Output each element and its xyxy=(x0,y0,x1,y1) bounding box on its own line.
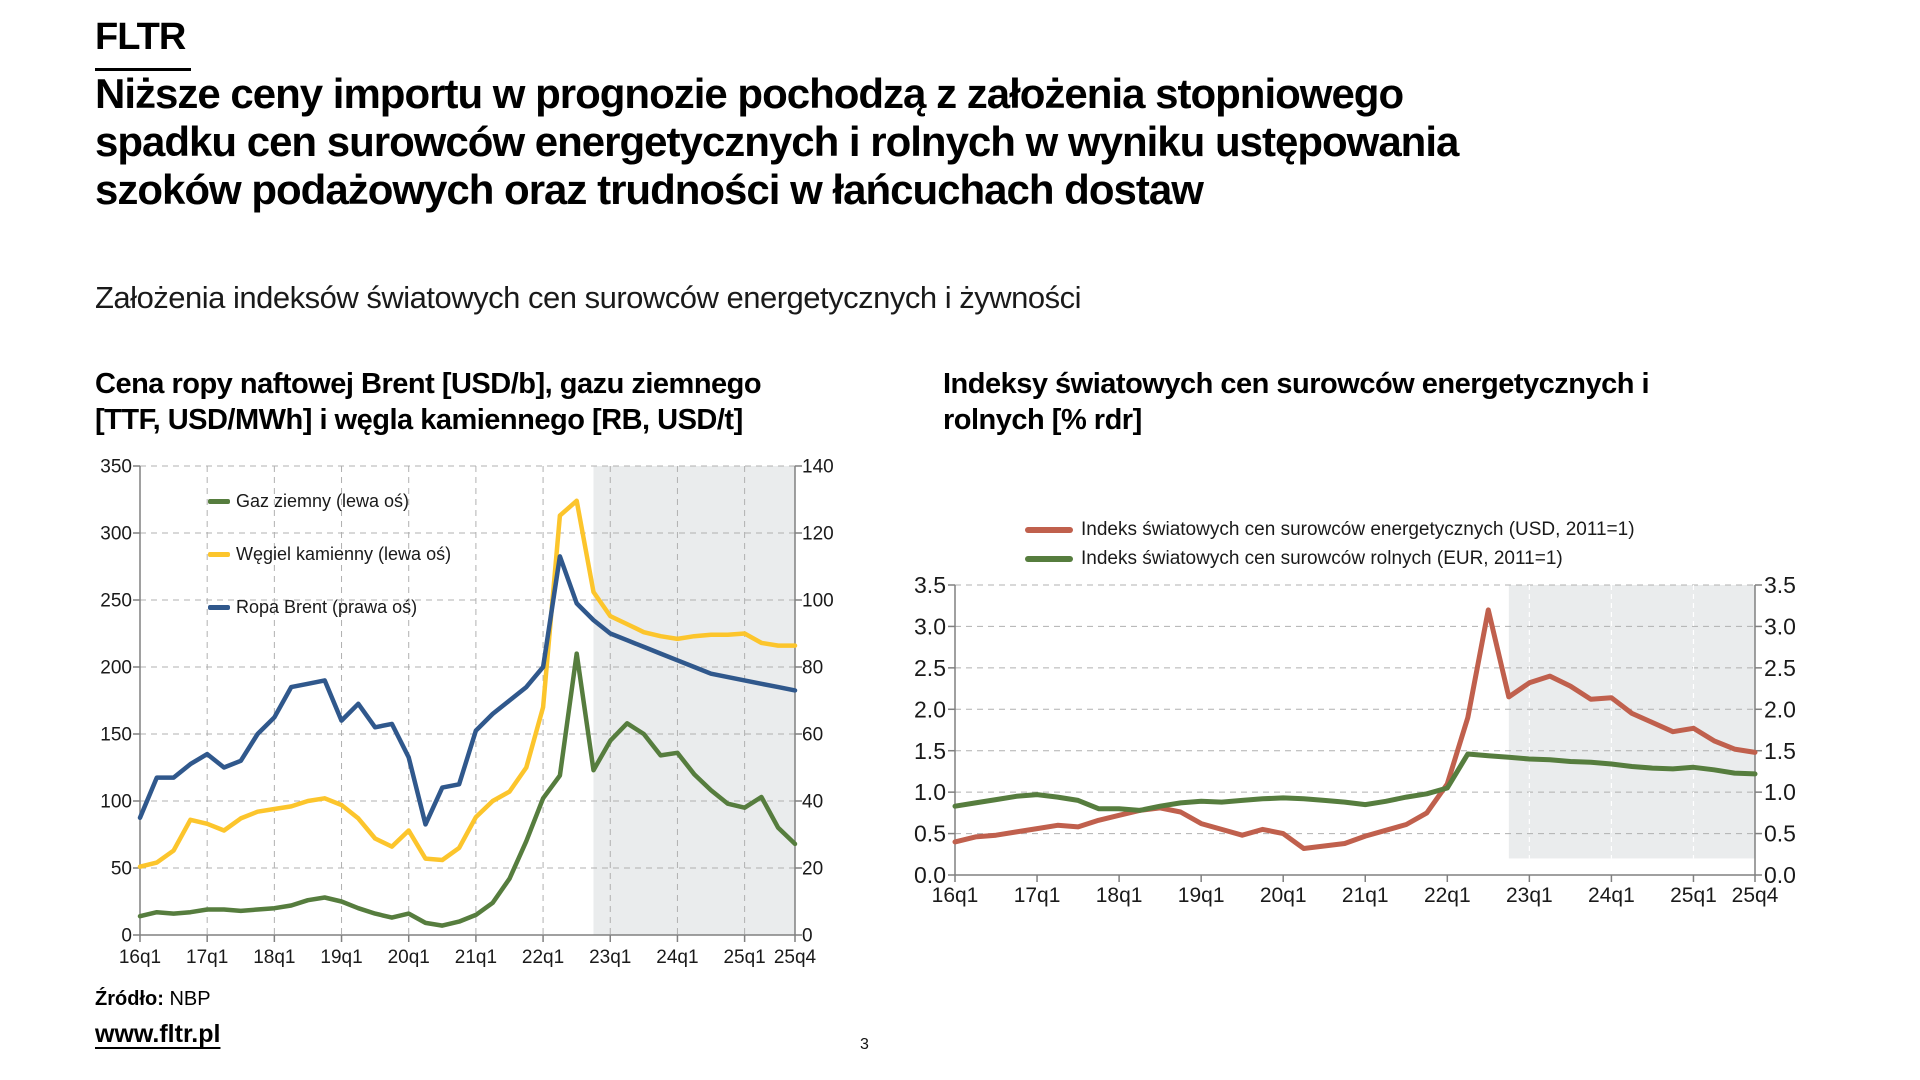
y-axis-label-right: 140 xyxy=(802,457,834,478)
series-line-indeks-rolny xyxy=(952,751,1758,813)
indeks-energetyczny-line-swatch xyxy=(1025,527,1073,533)
legend-item-wegiel-kamienny: Węgiel kamienny (lewa oś) xyxy=(208,544,451,565)
x-axis-label: 18q1 xyxy=(1096,884,1143,907)
y-axis-label-right: 0 xyxy=(802,926,813,947)
legend-item-indeks-energetyczny: Indeks światowych cen surowców energetyc… xyxy=(1025,519,1635,541)
legend-item-gaz-ziemny: Gaz ziemny (lewa oś) xyxy=(208,491,409,512)
y-axis-label-right: 40 xyxy=(802,792,823,813)
slide-subtitle: Założenia indeksów światowych cen surowc… xyxy=(95,280,1082,315)
series-line-wegiel-kamienny xyxy=(137,498,798,869)
y-axis-label-right: 120 xyxy=(802,524,834,545)
x-axis-label: 23q1 xyxy=(1506,884,1553,907)
y-axis-label-left: 150 xyxy=(100,725,132,746)
right-chart-heading: Indeksy światowych cen surowców energety… xyxy=(943,366,1853,438)
x-axis-label: 18q1 xyxy=(253,947,295,968)
y-axis-label-left: 100 xyxy=(100,792,132,813)
source-value: NBP xyxy=(169,988,211,1010)
x-axis-label: 25q1 xyxy=(723,947,765,968)
x-axis-label: 22q1 xyxy=(522,947,564,968)
x-axis-label: 17q1 xyxy=(1014,884,1061,907)
brand-logo: FLTR xyxy=(95,16,192,71)
y-axis-label-left: 1.5 xyxy=(914,738,946,764)
left-chart-heading-line-1: Cena ropy naftowej Brent [USD/b], gazu z… xyxy=(95,368,762,400)
y-axis-label-right: 0.0 xyxy=(1764,862,1796,888)
y-axis-label-right: 3.0 xyxy=(1764,613,1796,639)
y-axis-label-left: 0.5 xyxy=(914,821,946,847)
x-axis-label: 19q1 xyxy=(1178,884,1225,907)
x-axis-label: 17q1 xyxy=(186,947,228,968)
x-axis-label: 25q4 xyxy=(1732,884,1779,907)
forecast-shading xyxy=(1508,585,1755,859)
left-chart-heading-line-2: [TTF, USD/MWh] i węgla kamiennego [RB, U… xyxy=(95,404,743,436)
legend-label: Indeks światowych cen surowców rolnych (… xyxy=(1081,548,1563,569)
slide-title: Niższe ceny importu w prognozie pochodzą… xyxy=(95,70,1885,214)
legend-item-indeks-rolny: Indeks światowych cen surowców rolnych (… xyxy=(1025,548,1635,570)
x-axis-label: 24q1 xyxy=(656,947,698,968)
y-axis-label-right: 80 xyxy=(802,658,823,679)
x-axis-label: 25q1 xyxy=(1670,884,1717,907)
y-axis-label-left: 3.5 xyxy=(914,572,946,598)
price-indices-chart: Indeks światowych cen surowców energetyc… xyxy=(880,505,1855,925)
y-axis-label-left: 1.0 xyxy=(914,779,946,805)
y-axis-label-left: 0 xyxy=(121,926,132,947)
legend-label: Węgiel kamienny (lewa oś) xyxy=(236,544,452,564)
commodity-prices-chart: 0 50 100 150 200 250 300 350 0 20 40 60 80 100 120 140 1… xyxy=(90,455,850,995)
slide-title-line-1: Niższe ceny importu w prognozie pochodzą… xyxy=(95,70,1404,117)
x-axis-label: 21q1 xyxy=(455,947,497,968)
x-axis-label: 25q4 xyxy=(774,947,817,968)
source-note: Źródło: NBP xyxy=(95,988,211,1011)
forecast-shading xyxy=(593,466,795,935)
price-indices-legend: Indeks światowych cen surowców energetyc… xyxy=(1025,519,1635,570)
y-axis-label-right: 2.0 xyxy=(1764,696,1796,722)
commodity-prices-chart-svg: 0 50 100 150 200 250 300 350 0 20 40 60 80 100 120 140 1… xyxy=(100,457,834,968)
series-line-indeks-energetyczny xyxy=(952,607,1758,851)
y-axis-label-left: 2.0 xyxy=(914,696,946,722)
y-axis-label-right: 2.5 xyxy=(1764,655,1796,681)
indeks-rolny-line-swatch xyxy=(1025,556,1073,562)
legend-label: Indeks światowych cen surowców energetyc… xyxy=(1081,519,1635,540)
y-axis-label-left: 200 xyxy=(100,658,132,679)
x-axis-label: 21q1 xyxy=(1342,884,1389,907)
website-link[interactable]: www.fltr.pl xyxy=(95,1020,221,1048)
x-axis-label: 20q1 xyxy=(388,947,430,968)
x-axis-label: 24q1 xyxy=(1588,884,1635,907)
legend-label: Gaz ziemny (lewa oś) xyxy=(236,491,410,511)
slide-title-line-3: szoków podażowych oraz trudności w łańcu… xyxy=(95,166,1204,213)
y-axis-label-left: 300 xyxy=(100,524,132,545)
legend-label: Ropa Brent (prawa oś) xyxy=(236,597,418,617)
y-axis-label-left: 50 xyxy=(111,859,132,880)
series-line-ropa-brent xyxy=(137,554,798,827)
source-label: Źródło: xyxy=(95,988,164,1010)
legend-item-ropa-brent: Ropa Brent (prawa oś) xyxy=(208,597,417,618)
y-axis-label-right: 60 xyxy=(802,725,823,746)
right-chart-heading-line-1: Indeksy światowych cen surowców energety… xyxy=(943,368,1650,400)
x-axis-label: 19q1 xyxy=(320,947,362,968)
left-chart-heading: Cena ropy naftowej Brent [USD/b], gazu z… xyxy=(95,366,795,438)
y-axis-label-right: 20 xyxy=(802,859,823,880)
wegiel-kamienny-line-swatch xyxy=(208,552,230,557)
y-axis-label-left: 2.5 xyxy=(914,655,946,681)
y-axis-label-right: 0.5 xyxy=(1764,821,1796,847)
y-axis-label-right: 100 xyxy=(802,591,834,612)
y-axis-label-right: 1.0 xyxy=(1764,779,1796,805)
ropa-brent-line-swatch xyxy=(208,605,230,610)
y-axis-label-right: 1.5 xyxy=(1764,738,1796,764)
x-axis-label: 16q1 xyxy=(119,947,161,968)
x-axis-label: 16q1 xyxy=(932,884,979,907)
x-axis-label: 22q1 xyxy=(1424,884,1471,907)
price-indices-chart-svg: 0.0 0.5 1.0 1.5 2.0 2.5 3.0 3.5 0.0 0.5 1.0 1.5 2.0 2… xyxy=(914,572,1796,907)
right-chart-heading-line-2: rolnych [% rdr] xyxy=(943,404,1142,436)
y-axis-label-left: 0.0 xyxy=(914,862,946,888)
slide-title-line-2: spadku cen surowców energetycznych i rol… xyxy=(95,118,1459,165)
y-axis-label-left: 3.0 xyxy=(914,613,946,639)
x-axis-label: 23q1 xyxy=(589,947,631,968)
gaz-ziemny-line-swatch xyxy=(208,499,230,504)
x-axis-label: 20q1 xyxy=(1260,884,1307,907)
page-number: 3 xyxy=(860,1036,869,1053)
y-axis-label-left: 350 xyxy=(100,457,132,478)
series-line-gaz-ziemny xyxy=(137,651,798,928)
y-axis-label-right: 3.5 xyxy=(1764,572,1796,598)
y-axis-label-left: 250 xyxy=(100,591,132,612)
